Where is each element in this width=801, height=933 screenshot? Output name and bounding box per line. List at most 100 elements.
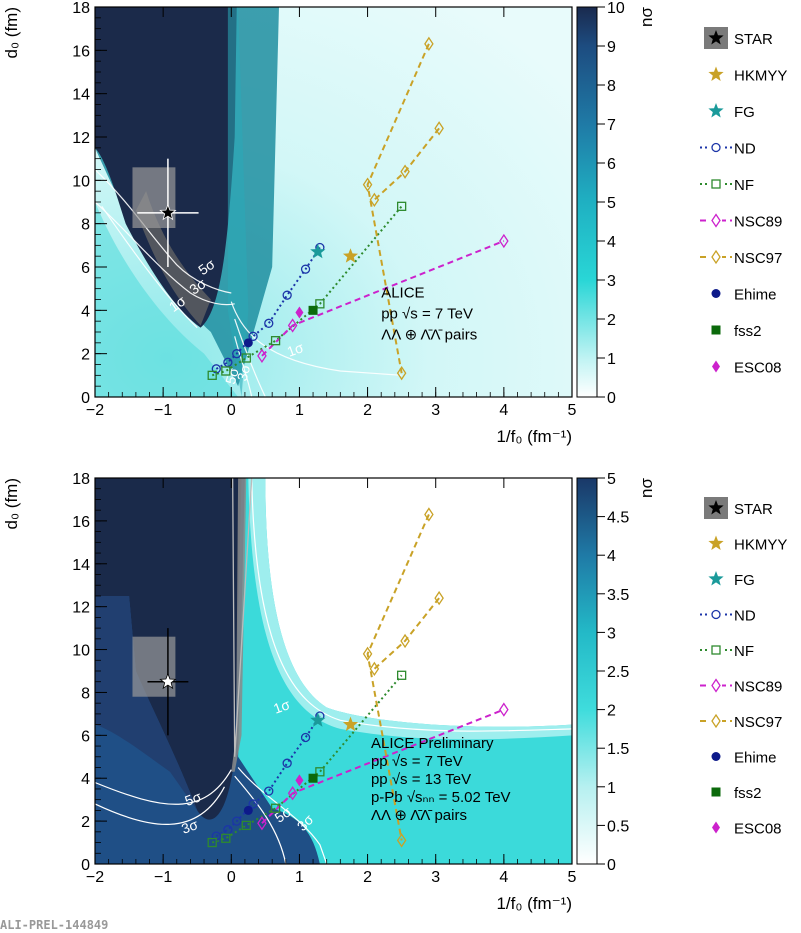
y-tick-label: 0 <box>81 390 90 407</box>
pale-region <box>265 478 572 727</box>
y-tick-label: 18 <box>72 0 90 17</box>
legend-marker <box>711 213 721 228</box>
legend-panel-2: STAR HKMYY FG ND NF NSC89 NSC97 Ehime fss2 ESC08 <box>700 497 787 838</box>
legend-marker <box>711 645 721 655</box>
data-point-nf <box>241 820 251 831</box>
legend-star-icon <box>708 103 724 118</box>
data-point-nsc97 <box>369 192 380 208</box>
legend-marker-bg <box>710 714 722 728</box>
annotation-line: pp √s = 7 TeV <box>381 305 473 322</box>
legend-item-fss2: fss2 <box>711 785 762 802</box>
legend-label: Ehime <box>734 287 777 304</box>
data-point-nd <box>248 799 258 809</box>
legend-star-icon <box>708 30 724 45</box>
legend-item-nsc89: NSC89 <box>700 678 782 696</box>
series-line-nsc97 <box>373 127 440 201</box>
legend-marker <box>711 609 721 620</box>
contour-label: 1σ <box>271 696 292 717</box>
data-point-nsc97 <box>424 36 434 52</box>
colorbar <box>576 477 598 865</box>
data-point-nd <box>232 349 242 359</box>
legend-label: NSC89 <box>734 214 782 231</box>
x-tick-label: 0 <box>227 869 236 886</box>
contour-label: 3σ <box>234 362 254 382</box>
legend-label: STAR <box>734 501 773 518</box>
x-tick-label: −2 <box>86 402 104 419</box>
contour-line <box>353 478 471 706</box>
x-tick-label: 3 <box>431 402 440 419</box>
legend-item-nd: ND <box>700 140 756 158</box>
colorbar-title: nσ <box>637 478 656 498</box>
legend-marker-bg <box>710 250 722 264</box>
legend-star-icon <box>708 66 724 81</box>
data-point-nf <box>241 353 251 363</box>
legend-label: NSC97 <box>734 714 782 731</box>
data-point-nd <box>300 732 311 743</box>
y-tick-label: 4 <box>81 303 90 320</box>
data-point-nsc97 <box>400 633 410 649</box>
colorbar-tick-label: 9 <box>607 39 616 56</box>
x-tick-label: −1 <box>154 402 172 419</box>
colorbar-title: nσ <box>637 7 656 27</box>
contour-line <box>95 169 232 294</box>
data-point-nf <box>315 767 325 777</box>
y-tick-label: 16 <box>72 43 90 60</box>
data-point-ehime <box>243 338 253 348</box>
legend-marker <box>712 360 720 373</box>
y-tick-label: 0 <box>81 857 90 874</box>
legend-marker <box>711 289 721 298</box>
legend-label: FG <box>734 104 755 121</box>
legend-label: HKMYY <box>734 537 787 554</box>
x-axis-title: 1/f₀ (fm⁻¹) <box>496 427 572 446</box>
y-tick-label: 6 <box>81 260 90 277</box>
legend-label: fss2 <box>734 323 762 340</box>
x-tick-label: −1 <box>154 869 172 886</box>
y-tick-label: 4 <box>81 771 90 788</box>
y-tick-label: 10 <box>72 173 90 190</box>
legend-star-icon <box>708 535 724 550</box>
data-point-nd <box>282 758 292 768</box>
legend-item-ehime: Ehime <box>711 750 777 767</box>
x-tick-label: 3 <box>431 869 440 886</box>
legend-label: STAR <box>734 31 773 48</box>
colorbar-tick-label: 3 <box>607 273 616 290</box>
contour-line <box>237 767 328 864</box>
legend-marker <box>711 752 721 761</box>
colorbar-tick-label: 4 <box>607 548 616 565</box>
legend-marker <box>711 249 721 265</box>
data-point-nd <box>223 357 233 367</box>
legend-star-icon <box>708 571 724 586</box>
x-axis-title: 1/f₀ (fm⁻¹) <box>496 894 572 913</box>
contour-line <box>95 201 235 306</box>
legend-item-star: STAR <box>704 497 773 519</box>
y-axis-title: d₀ (fm) <box>2 478 21 529</box>
annotation-line: ALICE <box>381 284 424 301</box>
legend-item-esc08: ESC08 <box>712 821 782 838</box>
series-line-nd <box>215 246 321 370</box>
contour-line <box>95 769 232 805</box>
legend-label: HKMYY <box>734 68 787 85</box>
cyan-region <box>95 202 239 397</box>
colorbar-tick-label: 0 <box>607 857 616 874</box>
legend-label: NF <box>734 177 754 194</box>
legend-item-nsc89: NSC89 <box>700 213 782 231</box>
legend-label: NF <box>734 643 754 660</box>
legend-item-nf: NF <box>700 177 754 194</box>
x-tick-label: 0 <box>227 402 236 419</box>
series-line-nsc97 <box>373 597 440 670</box>
star-uncertainty-box <box>132 636 176 697</box>
contour-line <box>234 775 287 864</box>
x-tick-label: −2 <box>86 869 104 886</box>
contour-label: 3σ <box>179 816 200 837</box>
legend-marker <box>711 142 721 153</box>
contour-label: 5σ <box>195 255 218 278</box>
y-tick-label: 8 <box>81 685 90 702</box>
data-point-nsc97 <box>434 590 444 606</box>
series-line-nsc89 <box>261 708 505 824</box>
contour-line <box>95 786 226 826</box>
colorbar-tick-label: 2.5 <box>607 664 629 681</box>
legend-item-fss2: fss2 <box>711 323 762 340</box>
